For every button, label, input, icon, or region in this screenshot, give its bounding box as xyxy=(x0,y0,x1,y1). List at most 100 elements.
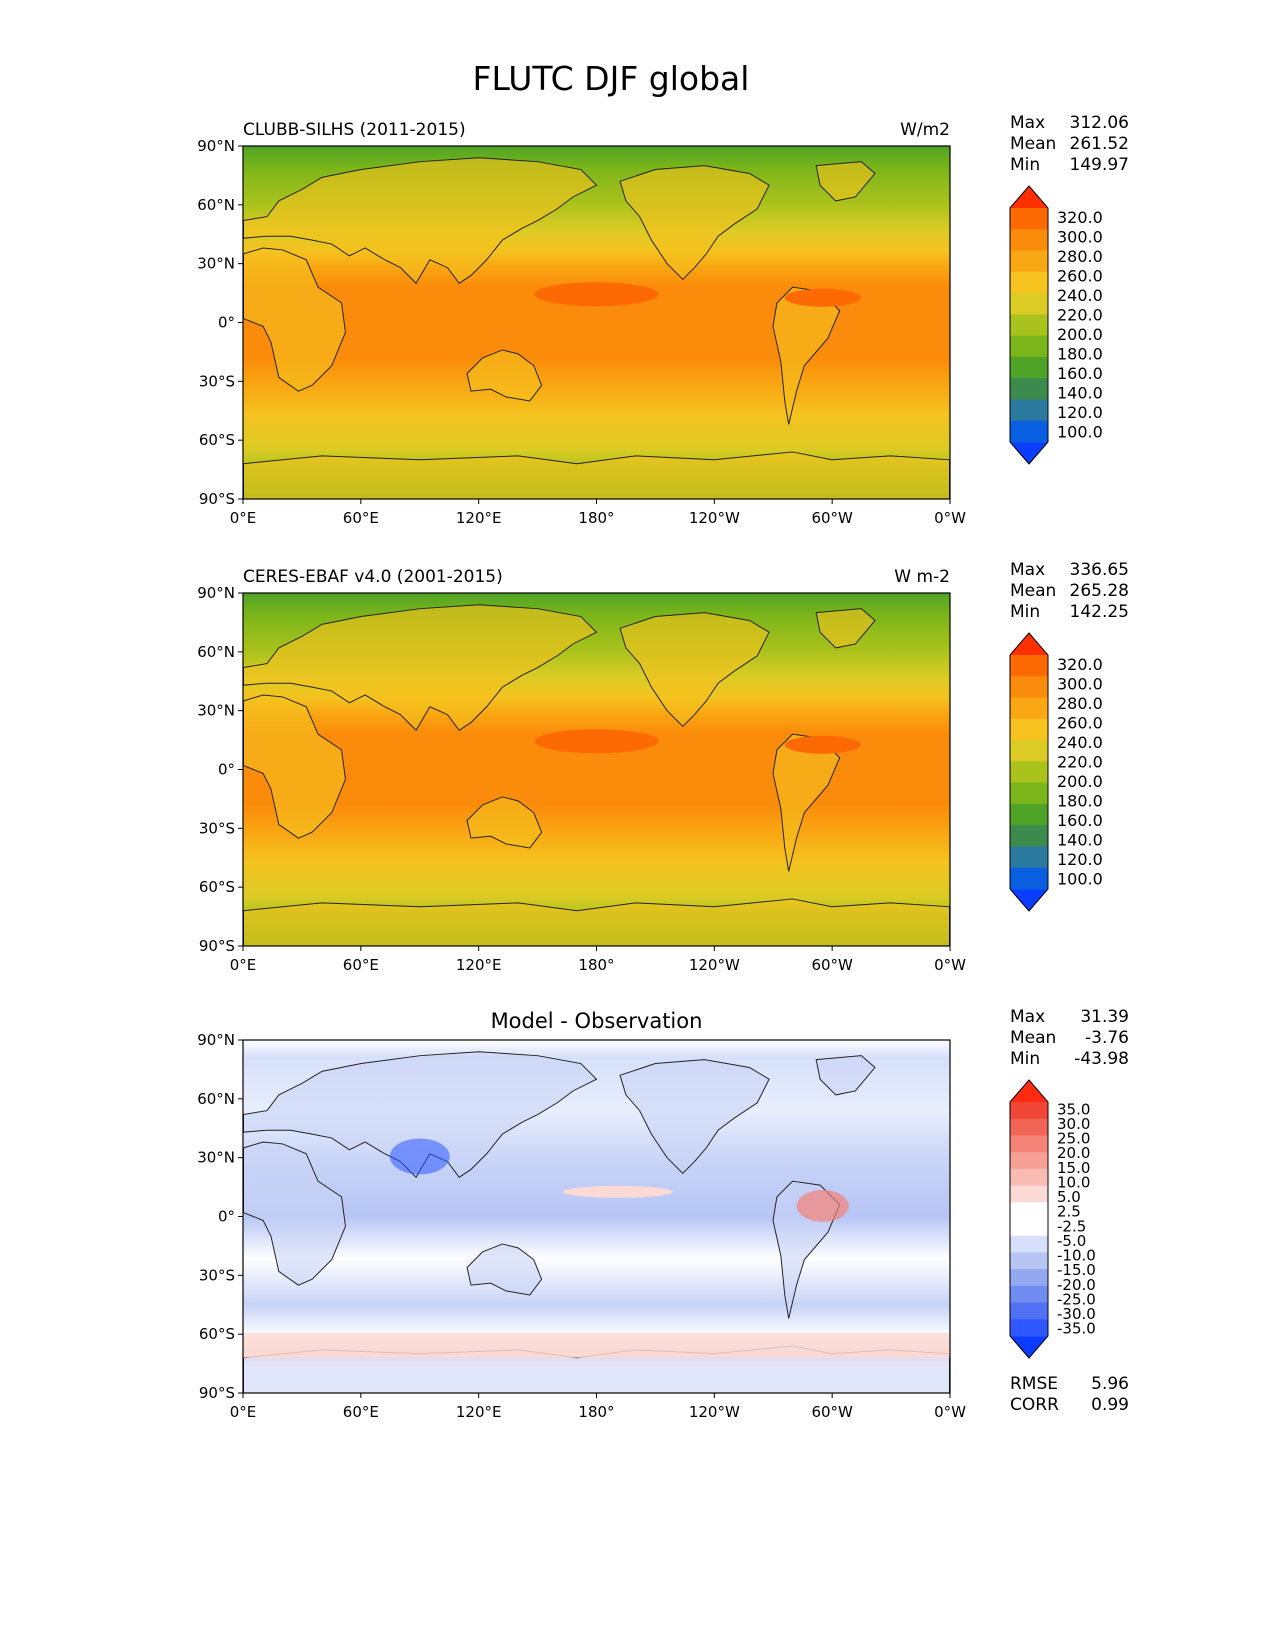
warm-pool-feature xyxy=(534,282,659,307)
colorbar-segment xyxy=(1010,1302,1048,1320)
colorbar-tick-label: 35.0 xyxy=(1057,1100,1090,1118)
colorbar-segment xyxy=(1010,250,1048,273)
stat-label-max: Max xyxy=(1010,1007,1045,1027)
colorbar-tick-label: -10.0 xyxy=(1057,1247,1096,1265)
colorbar-tick-label: 5.0 xyxy=(1057,1188,1081,1206)
lat-tick-label: 90°N xyxy=(197,584,235,602)
colorbar-tick-label: 220.0 xyxy=(1057,752,1103,771)
panel-units: W m-2 xyxy=(894,567,950,587)
colorbar-segment xyxy=(1010,803,1048,826)
colorbar-segment xyxy=(1010,697,1048,720)
colorbar-tick-label: -20.0 xyxy=(1057,1276,1096,1294)
lat-tick-label: 90°N xyxy=(197,137,235,155)
tibet-feature xyxy=(389,1138,450,1175)
lat-tick-label: 0° xyxy=(218,314,235,332)
stat-label-min: Min xyxy=(1010,602,1040,622)
colorbar-tick-label: 2.5 xyxy=(1057,1203,1081,1221)
amazon-feature xyxy=(796,1189,849,1222)
colorbar-tick-label: 160.0 xyxy=(1057,811,1103,830)
colorbar-tick-label: -25.0 xyxy=(1057,1290,1096,1308)
colorbar-tick-label: 200.0 xyxy=(1057,325,1103,344)
lon-tick-label: 0°W xyxy=(934,509,966,527)
stat-label-mean: Mean xyxy=(1010,1028,1056,1048)
caribbean-feature xyxy=(784,288,861,307)
lat-tick-label: 30°S xyxy=(199,819,235,837)
colorbar-tick-label: 280.0 xyxy=(1057,247,1103,266)
lon-tick-label: 180° xyxy=(578,956,614,974)
colorbar-segment xyxy=(1010,1118,1048,1137)
lat-tick-label: 90°S xyxy=(199,1384,235,1402)
pacific-feature xyxy=(562,1185,673,1198)
colorbar-segment xyxy=(1010,1135,1048,1153)
colorbar: 35.030.025.020.015.010.05.02.5-2.5-5.0-1… xyxy=(1009,1079,1096,1359)
stat-label-max: Max xyxy=(1010,113,1045,133)
colorbar-segment xyxy=(1010,761,1048,784)
lon-tick-label: 60°W xyxy=(811,509,853,527)
lat-tick-label: 60°N xyxy=(197,1090,235,1108)
lat-tick-label: 60°N xyxy=(197,196,235,214)
map-panel-obs: 90°N 60°N 30°N 0° 30°S 60°S 90°S0°E 60°E 120°E 18… xyxy=(197,560,1129,974)
colorbar-tick-label: 120.0 xyxy=(1057,403,1103,422)
southern-ocean-feature xyxy=(243,1332,950,1358)
colorbar-tick-label: 140.0 xyxy=(1057,830,1103,849)
colorbar-segment xyxy=(1010,1319,1048,1337)
stat-value-mean: 261.52 xyxy=(1070,134,1129,154)
lat-tick-label: 0° xyxy=(218,1208,235,1226)
colorbar-tick-label: -5.0 xyxy=(1057,1232,1086,1250)
stat-value-mean: -3.76 xyxy=(1085,1028,1129,1048)
lon-tick-label: 120°E xyxy=(456,1403,502,1421)
colorbar-tick-label: 120.0 xyxy=(1057,850,1103,869)
lon-tick-label: 60°E xyxy=(343,509,379,527)
colorbar-segment xyxy=(1010,1102,1048,1120)
colorbar-tick-label: 160.0 xyxy=(1057,364,1103,383)
lat-tick-label: 30°S xyxy=(199,1266,235,1284)
colorbar-segment xyxy=(1010,782,1048,805)
colorbar: 320.0300.0280.0260.0240.0220.0200.0180.0… xyxy=(1009,632,1103,912)
extra-stat-value: 5.96 xyxy=(1091,1374,1129,1394)
colorbar-tick-label: 10.0 xyxy=(1057,1173,1090,1191)
lon-tick-label: 180° xyxy=(578,509,614,527)
stat-value-mean: 265.28 xyxy=(1070,581,1129,601)
stat-value-max: 31.39 xyxy=(1080,1007,1129,1027)
colorbar-tick-label: 15.0 xyxy=(1057,1159,1090,1177)
panels-layer: 90°N 60°N 30°N 0° 30°S 60°S 90°S 0°E 60°E 120°E 18… xyxy=(197,113,1129,1421)
figure-title: FLUTC DJF global xyxy=(473,59,750,98)
lat-tick-label: 60°N xyxy=(197,643,235,661)
caribbean-feature xyxy=(784,735,861,754)
lat-tick-label: 60°S xyxy=(199,1325,235,1343)
extra-stat-label: RMSE xyxy=(1010,1374,1058,1394)
lon-tick-label: 0°W xyxy=(934,956,966,974)
panel-center-title: Model - Observation xyxy=(491,1009,703,1033)
lat-tick-label: 30°S xyxy=(199,372,235,390)
colorbar-tick-label: 300.0 xyxy=(1057,674,1103,693)
colorbar: 320.0300.0280.0260.0240.0220.0200.0180.0… xyxy=(1009,185,1103,465)
colorbar-tick-label: 200.0 xyxy=(1057,772,1103,791)
lon-tick-label: 120°E xyxy=(456,509,502,527)
colorbar-segment xyxy=(1010,1152,1048,1170)
colorbar-segment xyxy=(1010,867,1048,890)
colorbar-tick-label: 320.0 xyxy=(1057,208,1103,227)
colorbar-tick-label: -2.5 xyxy=(1057,1217,1086,1235)
extra-stat-label: CORR xyxy=(1010,1395,1059,1415)
stat-label-max: Max xyxy=(1010,560,1045,580)
colorbar-segment xyxy=(1010,335,1048,358)
lat-tick-label: 90°N xyxy=(197,1031,235,1049)
lat-tick-label: 30°N xyxy=(197,255,235,273)
colorbar-segment xyxy=(1010,1219,1048,1237)
lon-tick-label: 0°E xyxy=(230,509,257,527)
colorbar-segment xyxy=(1010,420,1048,443)
colorbar-tick-label: 260.0 xyxy=(1057,713,1103,732)
colorbar-segment xyxy=(1010,655,1048,677)
colorbar-tick-label: 260.0 xyxy=(1057,266,1103,285)
stat-value-min: -43.98 xyxy=(1074,1049,1129,1069)
lat-tick-label: 30°N xyxy=(197,1149,235,1167)
lon-tick-label: 0°E xyxy=(230,956,257,974)
stat-label-mean: Mean xyxy=(1010,581,1056,601)
stat-value-max: 336.65 xyxy=(1070,560,1129,580)
colorbar-tick-label: 300.0 xyxy=(1057,227,1103,246)
stat-label-min: Min xyxy=(1010,1049,1040,1069)
colorbar-segment xyxy=(1010,314,1048,337)
lat-tick-label: 60°S xyxy=(199,431,235,449)
lon-tick-label: 120°W xyxy=(689,1403,740,1421)
